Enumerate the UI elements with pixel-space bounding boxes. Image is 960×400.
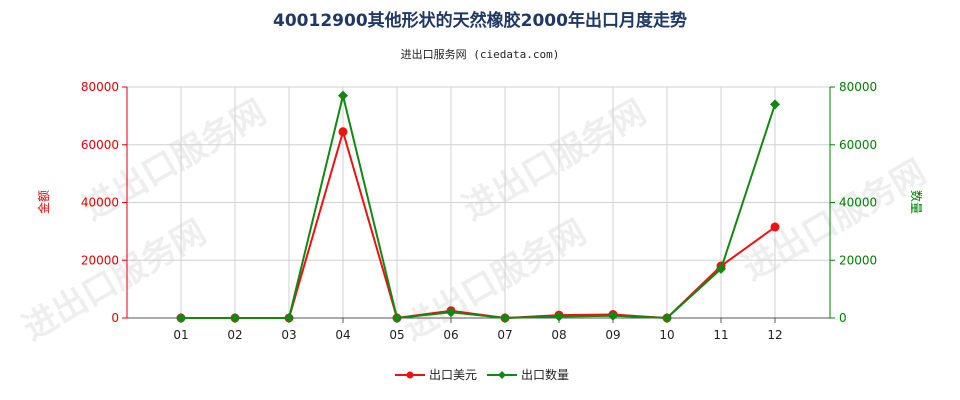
data-point[interactable]: [338, 90, 348, 101]
left-tick-label: 40000: [81, 196, 119, 210]
watermark-text: 进出口服务网: [456, 92, 653, 229]
legend[interactable]: 出口美元 出口数量: [395, 367, 569, 382]
x-tick-label: 10: [659, 328, 674, 342]
x-tick-label: 04: [335, 328, 350, 342]
watermark-text: 进出口服务网: [736, 152, 933, 289]
right-tick-label: 60000: [839, 138, 877, 152]
x-tick-label: 03: [281, 328, 296, 342]
axes: 0 20000 40000 60000 80000 0 20000 40000 60000 800…: [81, 80, 877, 342]
right-tick-label: 40000: [839, 196, 877, 210]
left-axis-label: 金额: [36, 190, 51, 214]
chart-subtitle: 进出口服务网 (ciedata.com): [401, 47, 560, 61]
legend-swatch-marker: [406, 371, 414, 379]
data-point[interactable]: [662, 313, 672, 323]
x-tick-label: 09: [605, 328, 620, 342]
right-tick-label: 0: [839, 311, 847, 325]
left-tick-label: 60000: [81, 138, 119, 152]
series-layer: [176, 90, 780, 323]
x-tick-label: 02: [227, 328, 242, 342]
data-point[interactable]: [554, 311, 564, 322]
x-tick-label: 07: [497, 328, 512, 342]
data-point[interactable]: [176, 313, 186, 323]
data-point[interactable]: [392, 313, 402, 323]
legend-swatch-marker: [498, 371, 506, 379]
data-point[interactable]: [230, 313, 240, 323]
data-point[interactable]: [338, 127, 348, 137]
data-point[interactable]: [284, 313, 294, 323]
left-tick-label: 20000: [81, 253, 119, 267]
data-point[interactable]: [770, 222, 780, 232]
x-tick-label: 01: [173, 328, 188, 342]
data-point[interactable]: [608, 310, 618, 321]
x-tick-label: 08: [551, 328, 566, 342]
x-tick-label: 11: [713, 328, 728, 342]
data-point[interactable]: [500, 313, 510, 323]
data-point[interactable]: [716, 263, 726, 274]
legend-label[interactable]: 出口数量: [521, 367, 569, 382]
x-tick-label: 05: [389, 328, 404, 342]
legend-label[interactable]: 出口美元: [429, 368, 477, 382]
right-tick-label: 20000: [839, 253, 877, 267]
data-point[interactable]: [446, 307, 456, 318]
x-tick-label: 12: [767, 328, 782, 342]
chart-title: 40012900其他形状的天然橡胶2000年出口月度走势: [273, 10, 687, 31]
series-line: [181, 95, 776, 320]
right-tick-label: 80000: [839, 80, 877, 94]
left-tick-label: 0: [111, 311, 119, 325]
left-tick-label: 80000: [81, 80, 119, 94]
data-point[interactable]: [770, 99, 780, 110]
right-axis-label: 数量: [909, 190, 924, 214]
x-tick-label: 06: [443, 328, 458, 342]
